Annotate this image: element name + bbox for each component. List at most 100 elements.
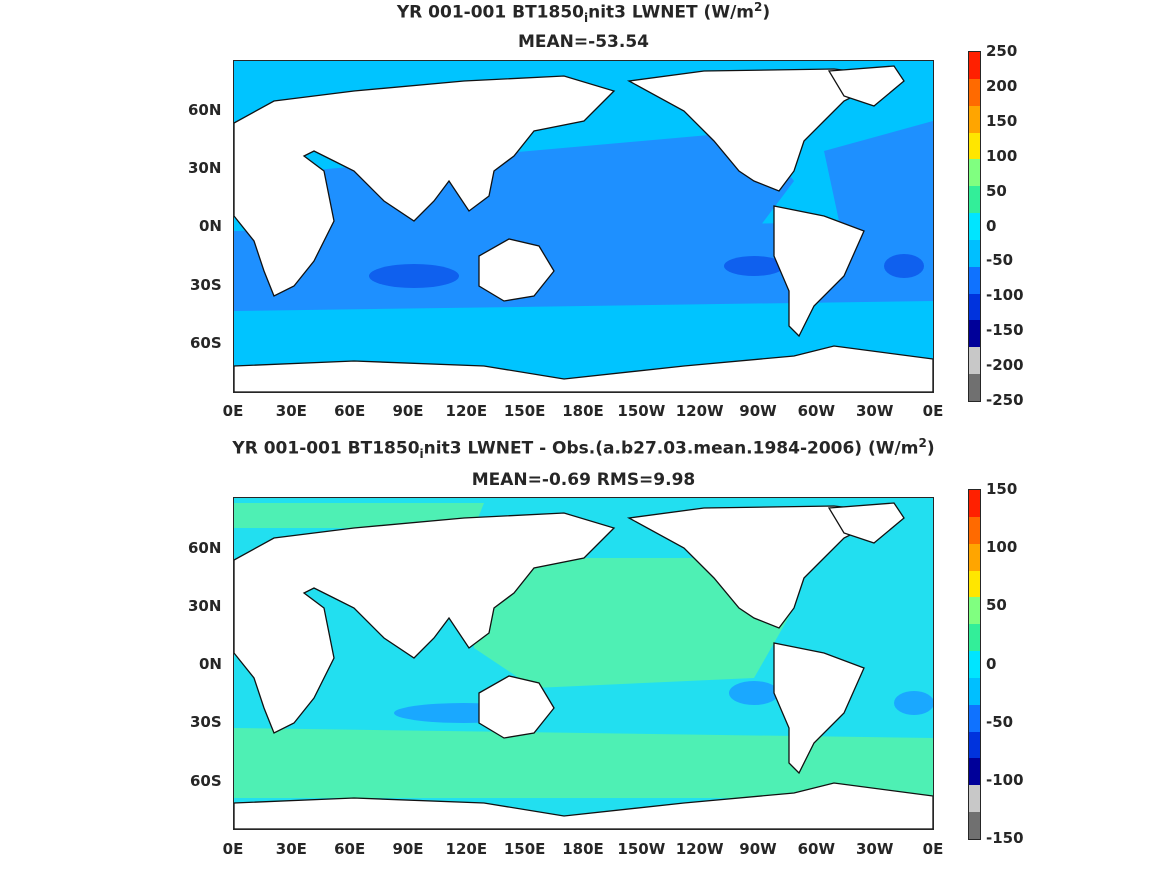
map1-svg [234, 61, 933, 392]
map1-deep-patch [884, 254, 924, 278]
map1-greenland [827, 65, 905, 107]
colorbar-segment [969, 624, 980, 652]
colorbar-tick-label: 100 [986, 146, 1018, 165]
colorbar2 [968, 489, 981, 840]
map1-deep-patch [369, 264, 459, 288]
colorbar-tick-label: 250 [986, 42, 1018, 60]
lon-tick-label: 120W [675, 402, 724, 420]
colorbar-tick-label: 50 [986, 181, 1007, 200]
map1-eurasia-africa [234, 75, 616, 297]
colorbar-tick-label: -50 [986, 251, 1014, 270]
panel2-subtitle: MEAN=-0.69 RMS=9.98 [471, 470, 696, 490]
map2-lat-label: 0N [199, 655, 222, 673]
lon-tick-label: 150E [503, 840, 546, 858]
colorbar-segment [969, 159, 980, 187]
lon-tick-label: 150E [503, 402, 546, 420]
colorbar-segment [969, 570, 980, 598]
colorbar-segment [969, 266, 980, 294]
colorbar-segment [969, 52, 980, 79]
map2-blue-patch [729, 681, 779, 705]
colorbar-segment [969, 78, 980, 106]
lon-tick-label: 30E [275, 840, 307, 858]
colorbar-segment [969, 597, 980, 625]
colorbar-segment [969, 239, 980, 267]
map2-plot [233, 497, 934, 830]
lon-tick-label: 180E [562, 402, 604, 420]
map2-eurasia-africa [234, 512, 616, 734]
lon-tick-label: 0E [222, 402, 244, 420]
lon-tick-label: 60W [797, 840, 836, 858]
map1-lat-label: 60N [188, 101, 222, 119]
lon-tick-label: 60E [334, 840, 366, 858]
lon-tick-label: 0E [922, 402, 944, 420]
lon-tick-label: 90W [739, 402, 777, 420]
lon-tick-label: 0E [222, 840, 244, 858]
map1-land [234, 65, 933, 392]
lon-tick-label: 150W [617, 840, 666, 858]
colorbar-tick-label: -200 [986, 356, 1024, 375]
map2-lat-label: 60S [190, 772, 222, 790]
map2-svg [234, 498, 933, 829]
lon-tick-label: 180E [562, 840, 604, 858]
map2-lat-label: 30N [188, 597, 222, 615]
colorbar-tick-label: 150 [986, 111, 1018, 130]
colorbar-segment [969, 516, 980, 544]
map2-southern-green [234, 728, 933, 798]
colorbar1 [968, 51, 981, 402]
lon-tick-label: 60E [334, 402, 366, 420]
map1-lat-label: 0N [199, 217, 222, 235]
colorbar-segment [969, 677, 980, 705]
panel1-subtitle: MEAN=-53.54 [518, 32, 649, 52]
lon-tick-label: 30W [855, 402, 894, 420]
colorbar-tick-label: -150 [986, 321, 1024, 340]
colorbar-tick-label: -100 [986, 286, 1024, 305]
colorbar-segment [969, 132, 980, 160]
colorbar-segment [969, 186, 980, 214]
colorbar-segment [969, 374, 980, 401]
map1-australia [478, 238, 555, 302]
map1-antarctica [234, 345, 933, 392]
map2-lat-label: 30S [190, 713, 222, 731]
panel1-title: YR 001-001 BT1850init3 LWNET (W/m2) [396, 0, 771, 26]
colorbar-segment [969, 812, 980, 839]
map2-greenland [827, 502, 905, 544]
colorbar-segment [969, 347, 980, 375]
colorbar-tick-label: -50 [986, 712, 1014, 731]
lon-tick-label: 90E [392, 402, 424, 420]
colorbar-segment [969, 213, 980, 240]
colorbar-tick-label: -100 [986, 770, 1024, 789]
colorbar-segment [969, 293, 980, 321]
lon-tick-label: 60W [797, 402, 836, 420]
map1-lat-label: 60S [190, 334, 222, 352]
map2-land [234, 502, 933, 829]
map1-plot [233, 60, 934, 393]
map2-australia [478, 675, 555, 739]
lon-tick-label: 90E [392, 840, 424, 858]
map2-green-patch [474, 558, 794, 688]
colorbar-segment [969, 490, 980, 517]
colorbar-segment [969, 543, 980, 571]
lon-tick-label: 120W [675, 840, 724, 858]
map1-deep-patch [724, 256, 784, 276]
colorbar-tick-label: 100 [986, 538, 1018, 557]
lon-tick-label: 30W [855, 840, 894, 858]
map2-south-america [773, 642, 865, 775]
map2-lat-label: 60N [188, 539, 222, 557]
lon-tick-label: 0E [922, 840, 944, 858]
colorbar-segment [969, 105, 980, 133]
lon-tick-label: 30E [275, 402, 307, 420]
lon-tick-label: 150W [617, 402, 666, 420]
map2-blue-patch [894, 691, 933, 715]
map1-lat-label: 30S [190, 276, 222, 294]
panel2-title: YR 001-001 BT1850init3 LWNET - Obs.(a.b2… [232, 436, 935, 462]
colorbar-tick-label: -150 [986, 829, 1024, 847]
map1-lat-label: 30N [188, 159, 222, 177]
colorbar-tick-label: 0 [986, 216, 997, 235]
colorbar-segment [969, 320, 980, 348]
colorbar-segment [969, 704, 980, 732]
colorbar-tick-label: 50 [986, 596, 1007, 615]
colorbar-tick-label: 150 [986, 480, 1018, 498]
lon-tick-label: 120E [445, 402, 488, 420]
colorbar-segment [969, 785, 980, 813]
colorbar-tick-label: 200 [986, 76, 1018, 95]
